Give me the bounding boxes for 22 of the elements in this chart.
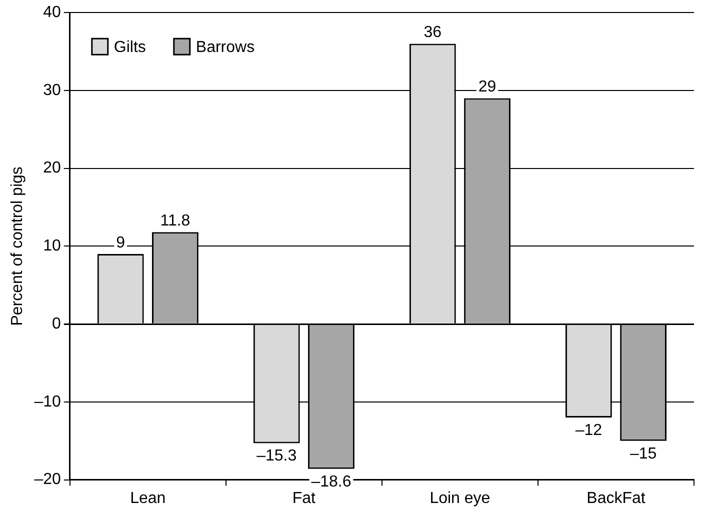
y-tick-label: 10 <box>43 238 61 255</box>
legend-label: Barrows <box>196 39 255 56</box>
y-tick-label: 0 <box>52 315 61 332</box>
data-label: 29 <box>478 78 496 96</box>
x-tick-label: BackFat <box>586 490 646 507</box>
x-tick-label: Lean <box>130 490 166 507</box>
data-label: –18.6 <box>311 473 352 490</box>
y-tick-label: 40 <box>43 4 61 22</box>
data-label: 9 <box>116 234 126 252</box>
x-tick-label: Loin eye <box>430 490 490 507</box>
data-label: –15.3 <box>256 448 297 465</box>
y-tick-label: 20 <box>43 160 61 177</box>
data-label: –15 <box>630 445 657 462</box>
y-axis-title: Percent of control pigs <box>9 166 26 326</box>
data-label: 11.8 <box>160 212 190 230</box>
legend-label: Gilts <box>114 39 146 56</box>
y-tick-label: –20 <box>34 471 61 488</box>
y-tick-label: –10 <box>34 393 61 410</box>
x-tick-label: Fat <box>292 490 316 507</box>
data-label: 36 <box>424 24 442 42</box>
data-label: –12 <box>575 422 602 439</box>
y-tick-label: 30 <box>43 82 61 99</box>
